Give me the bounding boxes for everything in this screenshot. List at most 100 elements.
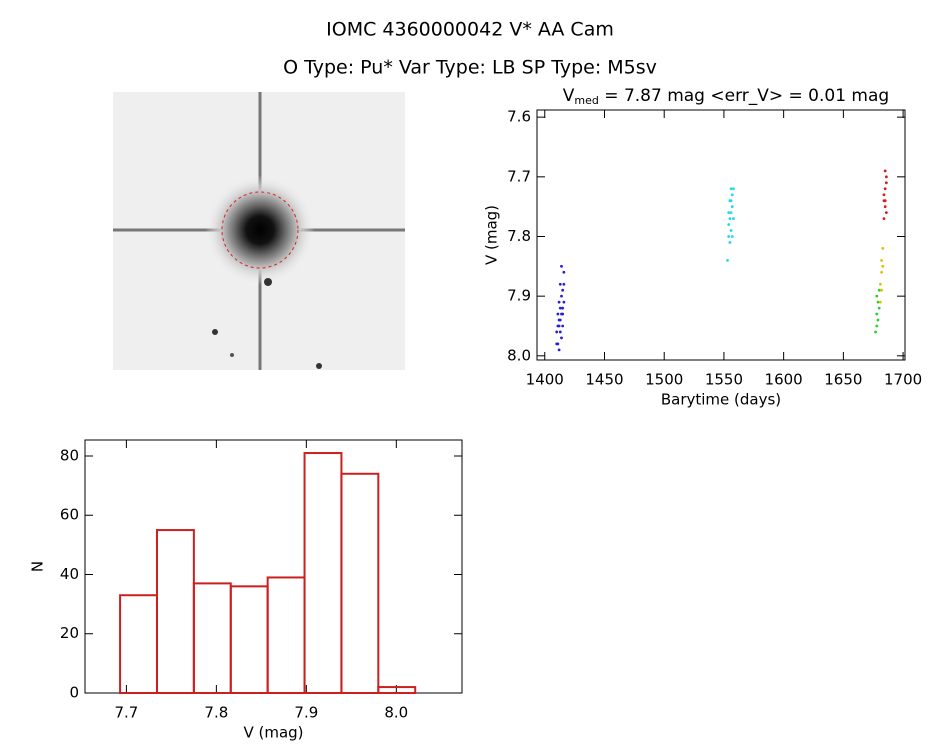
x-tick-label: 1600 bbox=[765, 371, 803, 389]
data-point bbox=[562, 270, 566, 274]
data-point bbox=[726, 258, 729, 262]
x-tick-label: 7.7 bbox=[114, 704, 138, 722]
chart-title-part: = 7.87 mag <err_V> = 0.01 mag bbox=[599, 86, 889, 106]
data-point bbox=[882, 217, 886, 220]
data-point bbox=[729, 199, 733, 203]
data-point bbox=[730, 193, 734, 197]
histogram-bar bbox=[155, 529, 195, 695]
data-point bbox=[878, 300, 882, 304]
data-point bbox=[881, 247, 885, 250]
data-point bbox=[882, 193, 886, 197]
data-point bbox=[875, 312, 879, 316]
data-point bbox=[558, 306, 562, 310]
sky-image bbox=[113, 92, 405, 370]
data-point bbox=[884, 181, 888, 185]
x-tick-label: 1450 bbox=[585, 371, 623, 389]
data-point bbox=[556, 312, 560, 316]
data-point bbox=[729, 229, 733, 232]
data-point bbox=[875, 324, 879, 328]
data-point bbox=[561, 288, 565, 292]
y-tick-label: 7.6 bbox=[507, 108, 531, 126]
y-tick-label: 80 bbox=[60, 446, 79, 464]
x-axis-label: V (mag) bbox=[243, 724, 303, 742]
y-tick-label: 7.8 bbox=[507, 227, 531, 245]
data-point bbox=[876, 318, 880, 322]
data-point bbox=[883, 199, 887, 203]
data-point bbox=[730, 235, 734, 238]
x-tick-label: 7.9 bbox=[294, 704, 318, 722]
data-point bbox=[728, 217, 732, 220]
data-point bbox=[560, 294, 563, 298]
data-point bbox=[561, 312, 565, 316]
histogram-bar bbox=[340, 472, 380, 694]
page-subtitle: O Type: Pu* Var Type: LB SP Type: M5sv bbox=[283, 57, 657, 79]
x-tick-label: 1700 bbox=[884, 371, 922, 389]
histogram-bar bbox=[377, 686, 417, 695]
chart-title-part: V bbox=[563, 86, 575, 106]
histogram-bar bbox=[192, 582, 232, 694]
plot-frame bbox=[84, 439, 463, 694]
y-tick-label: 7.7 bbox=[507, 167, 531, 185]
data-point bbox=[555, 330, 559, 334]
data-point bbox=[732, 217, 735, 220]
data-point bbox=[560, 264, 563, 268]
data-point bbox=[880, 288, 883, 292]
x-tick-label: 1550 bbox=[705, 371, 743, 389]
chart-title-part: med bbox=[574, 94, 598, 107]
data-point bbox=[883, 205, 887, 209]
x-axis-label: Barytime (days) bbox=[661, 391, 781, 409]
data-point bbox=[557, 348, 561, 352]
data-point bbox=[883, 169, 887, 173]
data-point bbox=[558, 330, 562, 334]
data-point bbox=[877, 306, 881, 310]
page-title: IOMC 4360000042 V* AA Cam bbox=[326, 19, 614, 41]
data-point bbox=[561, 324, 565, 328]
data-point bbox=[728, 241, 732, 244]
data-point bbox=[555, 342, 559, 346]
y-tick-label: 20 bbox=[60, 624, 79, 642]
y-tick-label: 0 bbox=[69, 684, 79, 702]
data-point bbox=[883, 187, 887, 191]
data-point bbox=[562, 300, 566, 304]
data-point bbox=[558, 282, 562, 286]
y-tick-label: 40 bbox=[60, 565, 79, 583]
histogram-bar bbox=[229, 585, 269, 694]
y-axis-label: N bbox=[29, 561, 47, 572]
data-point bbox=[562, 282, 566, 286]
chart-title: Vmed = 7.87 mag <err_V> = 0.01 mag bbox=[563, 86, 889, 107]
data-point bbox=[730, 205, 734, 209]
x-tick-label: 1650 bbox=[824, 371, 862, 389]
y-axis-label: V (mag) bbox=[483, 205, 501, 265]
data-point bbox=[874, 330, 878, 334]
data-point bbox=[729, 211, 733, 215]
y-tick-label: 7.9 bbox=[507, 287, 531, 305]
data-point bbox=[877, 288, 881, 292]
plot-frame bbox=[536, 109, 906, 361]
data-point bbox=[729, 187, 733, 191]
y-tick-label: 8.0 bbox=[507, 346, 531, 364]
data-point bbox=[876, 300, 880, 304]
data-point bbox=[881, 264, 885, 268]
histogram-bar bbox=[119, 594, 158, 694]
data-point bbox=[732, 187, 735, 191]
x-tick-label: 1500 bbox=[645, 371, 683, 389]
x-tick-label: 1400 bbox=[526, 371, 564, 389]
data-point bbox=[878, 282, 882, 286]
data-point bbox=[557, 300, 561, 304]
histogram-bar bbox=[303, 452, 343, 694]
x-tick-label: 8.0 bbox=[384, 704, 408, 722]
data-point bbox=[557, 318, 561, 322]
data-point bbox=[880, 258, 883, 262]
x-tick-label: 7.8 bbox=[204, 704, 228, 722]
data-point bbox=[727, 223, 731, 226]
data-point bbox=[727, 211, 731, 215]
histogram-bar bbox=[266, 576, 306, 695]
data-point bbox=[561, 306, 565, 310]
data-point bbox=[884, 211, 888, 215]
y-tick-label: 60 bbox=[60, 506, 79, 524]
data-point bbox=[560, 336, 563, 340]
data-point bbox=[727, 235, 731, 238]
data-point bbox=[880, 270, 883, 274]
data-point bbox=[884, 175, 888, 179]
